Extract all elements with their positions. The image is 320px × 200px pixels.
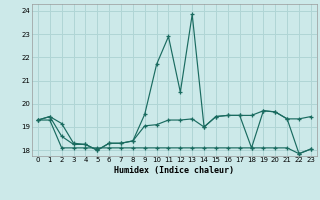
X-axis label: Humidex (Indice chaleur): Humidex (Indice chaleur)	[115, 166, 234, 175]
